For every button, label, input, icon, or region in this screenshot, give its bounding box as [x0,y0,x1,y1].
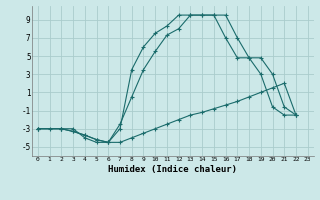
X-axis label: Humidex (Indice chaleur): Humidex (Indice chaleur) [108,165,237,174]
